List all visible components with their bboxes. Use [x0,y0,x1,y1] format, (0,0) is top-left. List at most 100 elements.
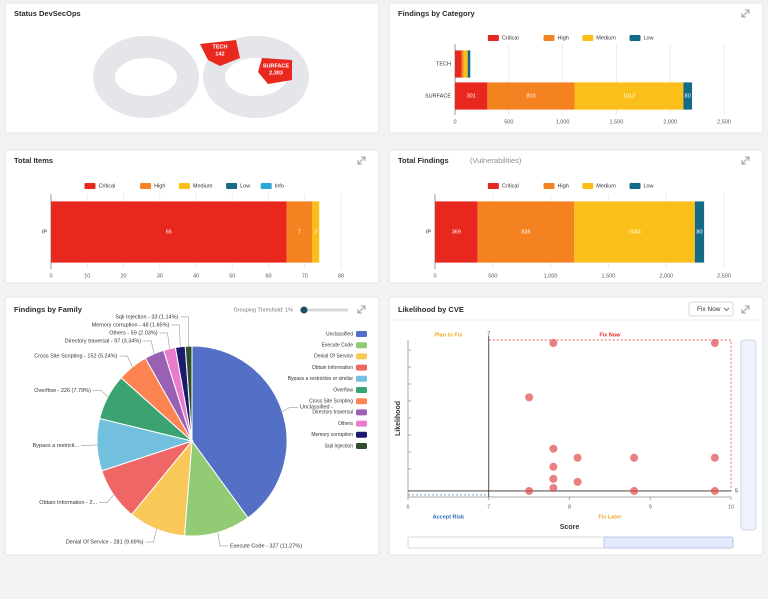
zoom-slider-vertical[interactable] [740,339,757,531]
expand-button[interactable] [741,305,750,314]
legend-swatch [260,183,272,189]
point[interactable] [710,486,719,495]
quadrant-label: Fix Now [599,332,621,338]
panel-title: Findings by Category [398,9,476,18]
slider-label: Grouping Threshold: 1% [233,307,293,313]
highlight-count: 142 [215,51,224,57]
legend-swatch[interactable] [356,331,367,337]
highlight-shape [258,58,292,84]
legend-swatch[interactable] [356,420,367,427]
legend-swatch [84,183,96,189]
leader-line [159,332,170,349]
data-label: 1043 [628,229,640,235]
dropdown-label: Fix Now [697,306,721,313]
zoom-slider-handle[interactable] [603,536,734,549]
legend-label: Medium [596,183,616,189]
legend-label: Low [240,183,250,189]
legend-swatch[interactable] [356,398,367,405]
bar-segment [312,201,320,263]
leader-line [145,529,157,543]
slice-label: Obtain Information - 2... [39,500,97,506]
legend-swatch[interactable] [356,342,367,349]
point[interactable] [573,477,582,486]
legend-swatch [582,35,594,41]
slice-label: Others - 59 (2.03%) [109,330,157,336]
bar-segment [574,82,684,110]
data-label: 369 [452,229,461,235]
legend-label: High [558,183,569,189]
expand-button[interactable] [357,156,366,165]
legend-swatch[interactable] [356,353,367,360]
y-tick-label: IP [426,229,432,235]
legend-label: Unclassified [326,331,353,337]
legend-label: Info [275,183,284,189]
panel-title: Status DevSecOps [14,9,81,18]
data-label: 7 [298,229,301,235]
bar-segment [51,201,287,263]
expand-button[interactable] [741,156,750,165]
point[interactable] [630,486,639,495]
x-tick-label: 9 [649,504,652,510]
legend-swatch[interactable] [356,375,367,382]
data-label: 80 [696,229,702,235]
slice-label: Denial Of Service - 281 (9.69%) [66,540,144,546]
data-label: 65 [166,229,172,235]
expand-button[interactable] [741,9,750,18]
point[interactable] [549,339,558,348]
data-label: 301 [467,93,476,99]
x-tick-label: 70 [302,273,308,279]
legend-swatch [582,183,594,189]
point[interactable] [549,444,558,453]
point[interactable] [710,453,719,462]
leader-line [180,316,189,347]
legend-label: Directory traversal [312,410,353,416]
point[interactable] [525,393,534,402]
devsecops-loop [93,36,309,118]
x-tick-label: 8 [568,504,571,510]
y-axis-label: Likelihood [395,401,402,436]
legend-swatch[interactable] [356,431,367,438]
point[interactable] [549,474,558,483]
x-tick-label: 80 [338,273,344,279]
legend-swatch[interactable] [356,443,367,449]
legend-swatch[interactable] [356,409,367,416]
bar-segment [694,201,705,263]
legend-swatch[interactable] [356,387,367,393]
pie-slice [184,345,193,442]
x-tick-label: 500 [488,273,497,279]
point[interactable] [549,462,558,471]
panel [388,296,764,556]
slider-knob[interactable] [300,306,308,314]
x-tick-label: 10 [728,504,734,510]
leader-line [99,494,114,503]
expand-button[interactable] [357,305,366,314]
point[interactable] [630,453,639,462]
legend-label: Obtain Information [312,365,353,371]
point[interactable] [525,486,534,495]
data-label: 2 [314,229,317,235]
panel-subtitle: (Vulnerabilities) [470,156,522,165]
leader-line [282,406,298,412]
threshold-label: 5 [735,488,738,494]
legend-swatch [629,183,641,189]
dropdown[interactable] [688,301,734,317]
slice-label: Memory corruption - 48 (1.65%) [92,322,170,328]
x-tick-label: 1,500 [602,273,616,279]
legend-label: Execute Code [322,343,354,349]
dropdown-caret [723,307,730,312]
leader-line [119,355,133,368]
legend-label: Medium [596,35,616,41]
legend-label: Memory corruption [311,432,353,438]
bar-segment [461,50,464,78]
point[interactable] [710,339,719,348]
panel-title: Likelihood by CVE [398,305,464,314]
point[interactable] [573,453,582,462]
legend-swatch [543,183,555,189]
pie-slice [191,345,288,519]
bar-segment [286,201,312,263]
legend-label: Medium [193,183,213,189]
x-tick-label: 2,500 [717,273,731,279]
legend-swatch[interactable] [356,364,367,371]
point[interactable] [549,483,558,492]
slice-label: Directory traversal - 97 (3.34%) [65,338,142,344]
